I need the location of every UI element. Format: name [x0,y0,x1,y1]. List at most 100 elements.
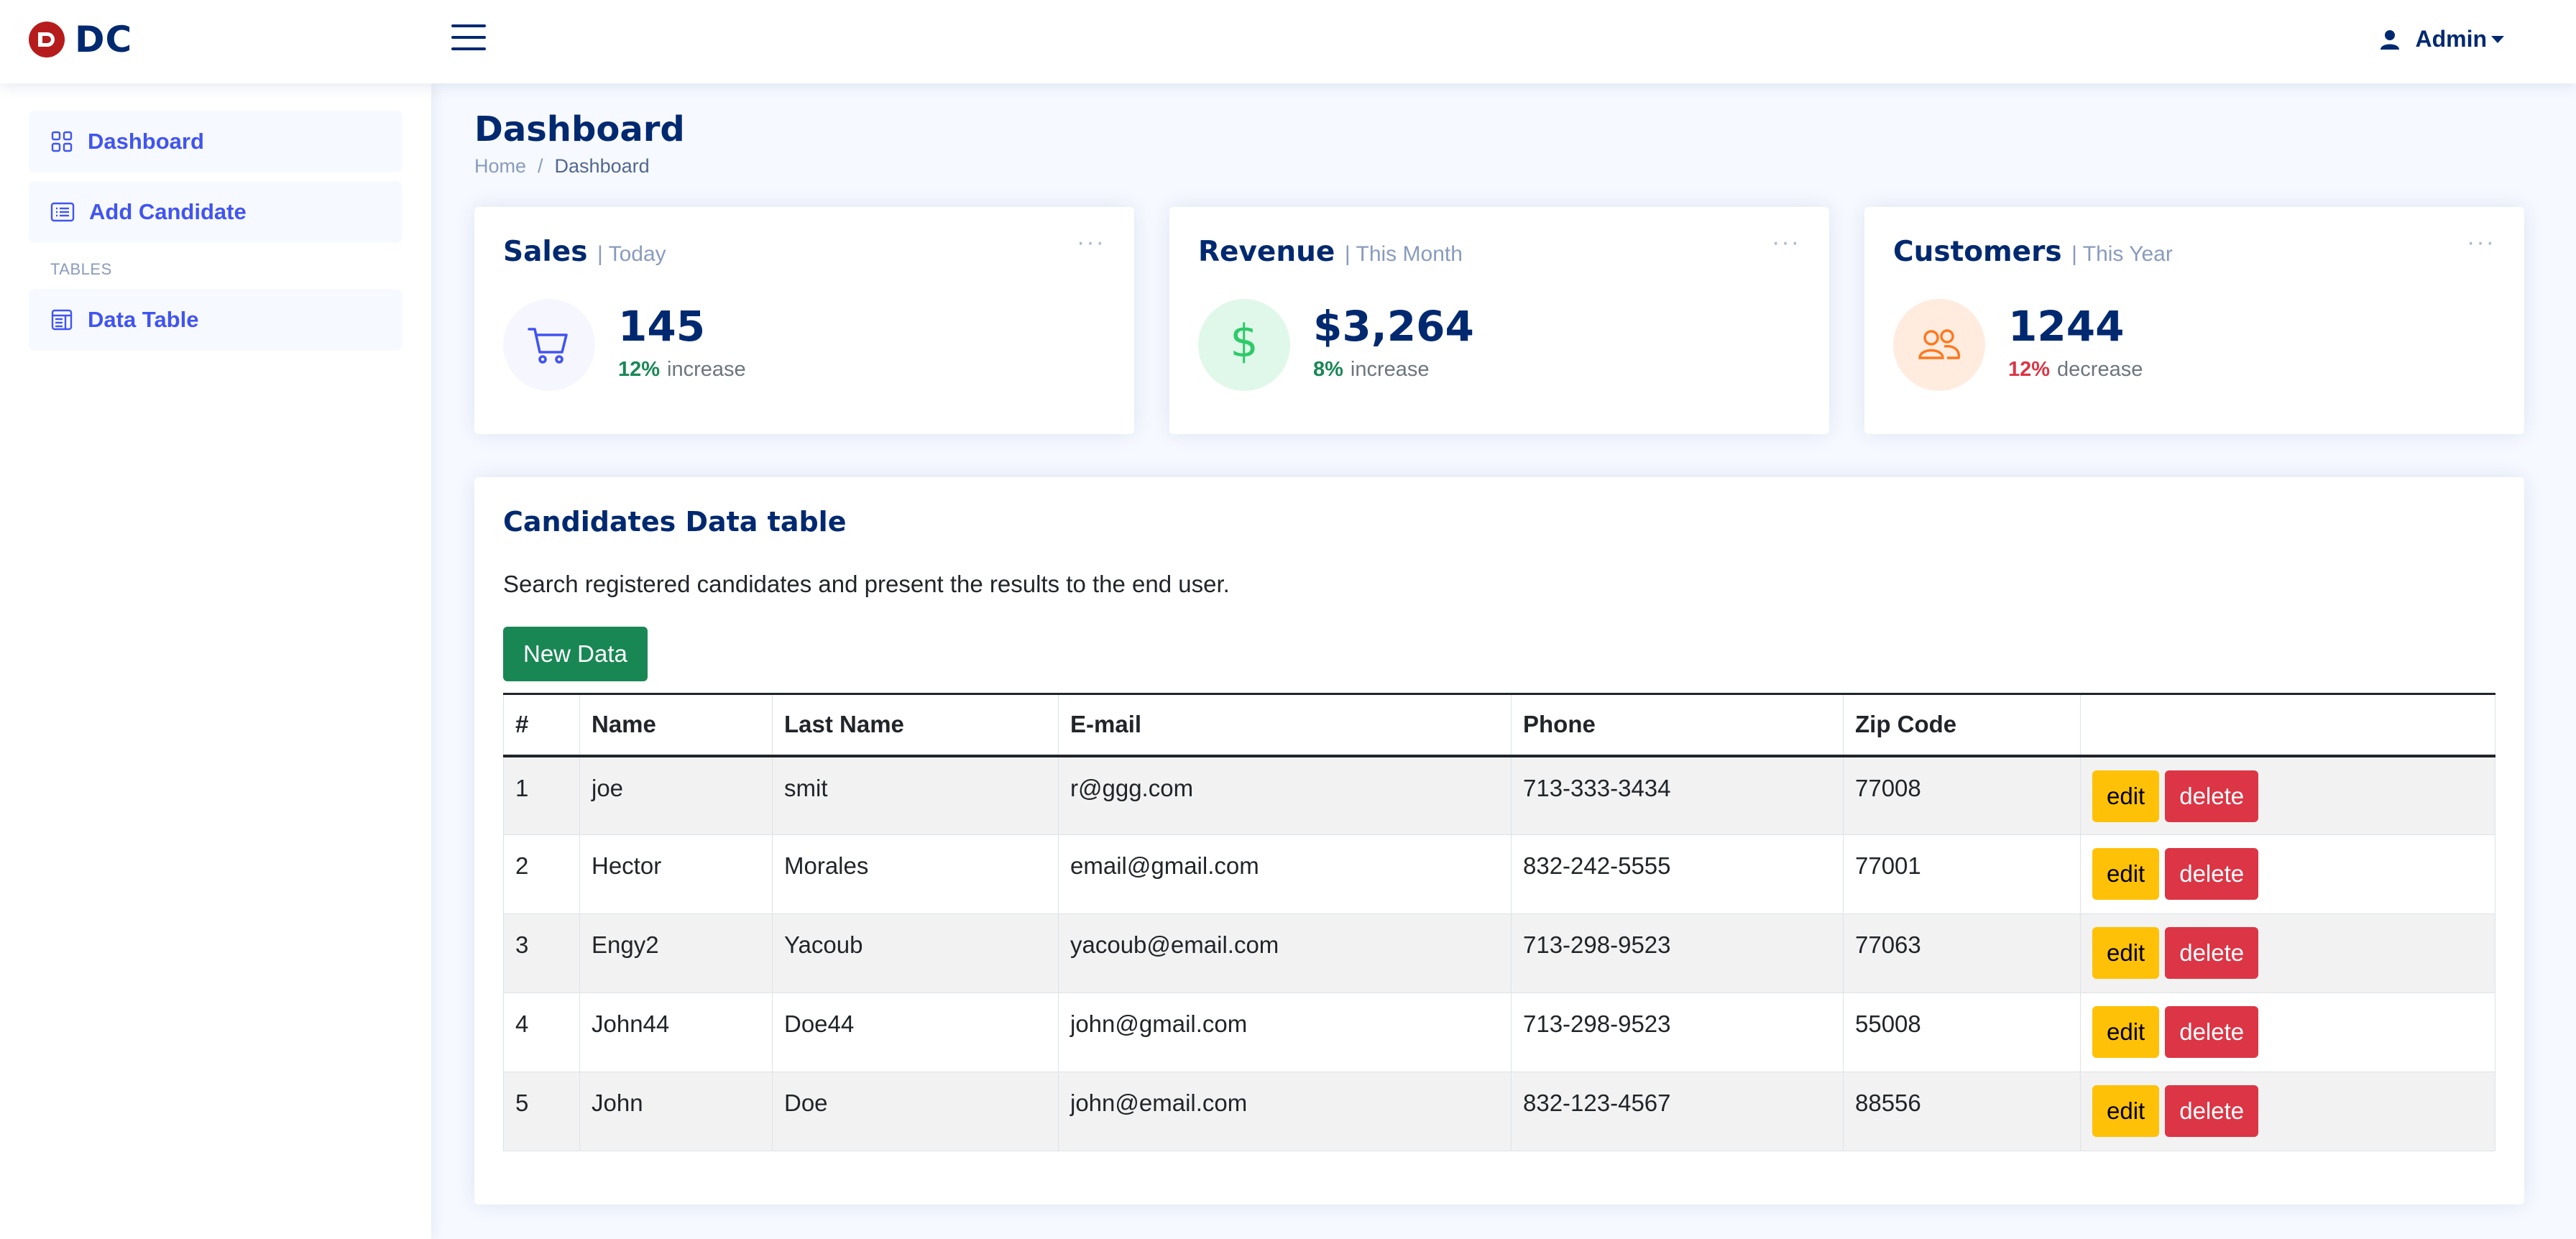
table-row: 3 Engy2 Yacoub yacoub@email.com 713-298-… [503,913,2496,993]
customers-card: Customers | This Year ··· 1244 12% decrea… [1864,207,2524,434]
sales-card: Sales | Today ··· 145 12% increase [474,207,1134,434]
cell-actions: edit delete [2080,1072,2496,1151]
sidebar-section-heading: TABLES [50,260,112,278]
stat-value: $3,264 [1313,302,1474,351]
sidebar-item-label: Add Candidate [89,199,247,224]
cell-zip: 77001 [1843,834,2081,914]
sidebar-item-dashboard[interactable]: Dashboard [29,111,402,172]
page-title: Dashboard [474,109,685,149]
cell-phone: 832-242-5555 [1511,834,1844,914]
candidates-table: # Name Last Name E-mail Phone Zip Code 1… [503,693,2496,1151]
cell-phone: 713-298-9523 [1511,992,1844,1072]
cell-name: John [579,1072,773,1151]
column-header[interactable]: Phone [1511,693,1844,757]
card-period: | Today [597,242,666,266]
logo-icon [29,22,65,57]
stat-trend: increase [667,358,746,381]
column-header[interactable]: Name [579,693,773,757]
cell-actions: edit delete [2080,755,2496,835]
sidebar: Dashboard Add Candidate TABLES Data Tabl… [0,83,431,1239]
sidebar-item-label: Dashboard [88,129,204,154]
people-icon [1918,329,1960,359]
dollar-icon: $ [1230,322,1258,367]
card-title: Sales | Today [503,236,666,268]
column-header[interactable]: Zip Code [1843,693,2081,757]
card-title-text: Revenue [1198,236,1335,268]
chevron-down-icon [2491,35,2504,43]
cell-last-name: Morales [772,834,1059,914]
card-list-icon [50,202,75,222]
cell-actions: edit delete [2080,992,2496,1072]
card-title: Customers | This Year [1893,236,2173,268]
cell-name: Engy2 [579,913,773,993]
table-header-row: # Name Last Name E-mail Phone Zip Code [503,693,2496,757]
sidebar-item-data-table[interactable]: Data Table [29,289,402,351]
cell-phone: 832-123-4567 [1511,1072,1844,1151]
dollar-icon-wrapper: $ [1198,299,1290,391]
stat-change: 12% increase [618,358,746,382]
column-header-actions [2080,693,2496,757]
cell-last-name: smit [772,755,1059,835]
stat-percent: 8% [1313,358,1343,381]
cell-id: 5 [503,1072,580,1151]
edit-button[interactable]: edit [2092,927,2160,979]
stat-percent: 12% [618,358,661,381]
admin-dropdown[interactable]: Admin [2380,26,2504,52]
cell-id: 4 [503,992,580,1072]
more-options-icon[interactable]: ··· [1077,229,1105,256]
stat-trend: decrease [2057,358,2143,381]
cell-email: yacoub@email.com [1058,913,1512,993]
new-data-button[interactable]: New Data [503,627,648,681]
edit-button[interactable]: edit [2092,1085,2160,1137]
card-period: | This Year [2071,242,2173,266]
stat-percent: 12% [2008,358,2051,381]
cell-email: r@ggg.com [1058,755,1512,835]
cell-name: Hector [579,834,773,914]
delete-button[interactable]: delete [2165,927,2259,979]
admin-label: Admin [2415,26,2487,52]
edit-button[interactable]: edit [2092,1006,2160,1058]
candidates-table-card: Candidates Data table Search registered … [474,477,2524,1205]
column-header[interactable]: E-mail [1058,693,1512,757]
sidebar-item-add-candidate[interactable]: Add Candidate [29,181,402,243]
logo[interactable]: DC [29,19,132,60]
cell-name: joe [579,755,773,835]
revenue-card: Revenue | This Month ··· $ $3,264 8% incr… [1169,207,1829,434]
delete-button[interactable]: delete [2165,770,2259,822]
stat-value: 1244 [2008,302,2125,351]
edit-button[interactable]: edit [2092,770,2160,822]
card-title-text: Sales [503,236,588,268]
stat-change: 12% decrease [2008,358,2143,382]
edit-button[interactable]: edit [2092,848,2160,900]
card-description: Search registered candidates and present… [503,571,1230,597]
cell-zip: 77063 [1843,913,2081,993]
cell-phone: 713-298-9523 [1511,913,1844,993]
breadcrumb-current: Dashboard [554,155,650,177]
cart-icon-wrapper [503,299,595,391]
delete-button[interactable]: delete [2165,1085,2259,1137]
cell-id: 2 [503,834,580,914]
card-title-text: Customers [1893,236,2062,268]
column-header[interactable]: Last Name [772,693,1059,757]
cell-zip: 88556 [1843,1072,2081,1151]
cell-last-name: Doe44 [772,992,1059,1072]
cell-email: john@email.com [1058,1072,1512,1151]
delete-button[interactable]: delete [2165,848,2259,900]
cell-zip: 77008 [1843,755,2081,835]
top-header: DC Admin [0,0,2576,83]
more-options-icon[interactable]: ··· [2467,229,2496,256]
delete-button[interactable]: delete [2165,1006,2259,1058]
menu-toggle-icon[interactable] [451,24,486,53]
card-period: | This Month [1344,242,1463,266]
table-row: 2 Hector Morales email@gmail.com 832-242… [503,834,2496,914]
cell-zip: 55008 [1843,992,2081,1072]
cart-icon [528,328,568,364]
svg-text:$: $ [1230,322,1258,367]
column-header[interactable]: # [503,693,580,757]
card-title: Revenue | This Month [1198,236,1463,268]
cell-id: 3 [503,913,580,993]
person-icon [2380,29,2400,50]
breadcrumb-home[interactable]: Home [474,155,527,177]
cell-name: John44 [579,992,773,1072]
more-options-icon[interactable]: ··· [1772,229,1800,256]
